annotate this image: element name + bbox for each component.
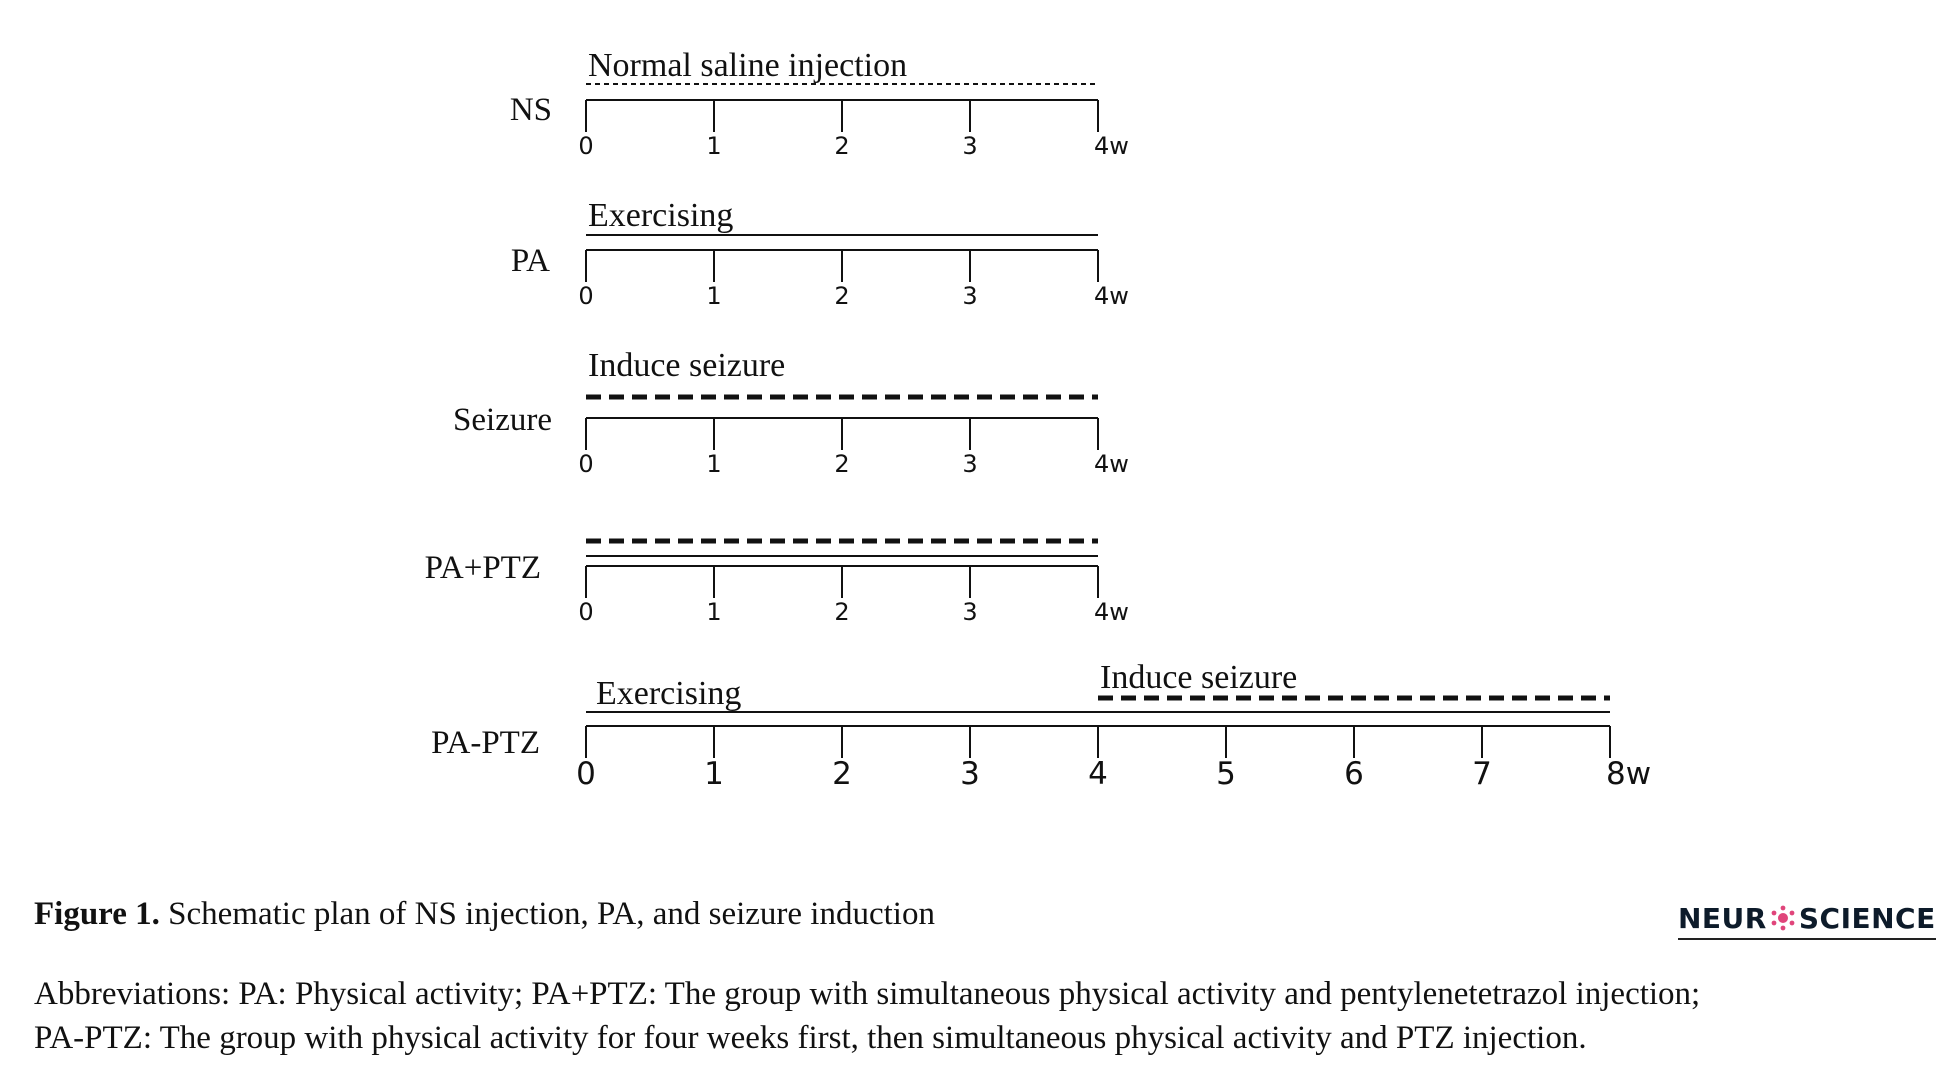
week-tick-label: 2 <box>834 282 849 310</box>
figure-label: Figure 1. <box>34 896 160 932</box>
week-tick-label: 0 <box>578 598 593 626</box>
neuron-icon <box>1771 905 1795 931</box>
journal-logo: NEUR SCIENCE <box>1678 898 1936 940</box>
week-tick-label: 3 <box>962 282 977 310</box>
week-tick-label: 1 <box>706 282 721 310</box>
week-tick-label: 2 <box>832 756 852 792</box>
week-tick-label: 0 <box>578 132 593 160</box>
week-tick-label: 2 <box>834 450 849 478</box>
schedule-diagram: NS 0 1 2 3 4w Normal saline injection PA 0 1 2 3 4w E… <box>425 47 1652 792</box>
week-tick-label: 3 <box>962 450 977 478</box>
activity-label: Exercising <box>588 197 733 234</box>
figure-caption-text: Schematic plan of NS injection, PA, and … <box>159 896 935 932</box>
week-tick-label: 4w <box>1094 598 1129 626</box>
week-tick-label: 3 <box>960 756 980 792</box>
activity-label: Induce seizure <box>588 347 785 384</box>
activity-label: Exercising <box>596 675 741 712</box>
week-tick-label: 8w <box>1606 756 1651 792</box>
group-label: PA <box>511 243 550 279</box>
group-label: Seizure <box>453 402 552 438</box>
week-tick-label: 6 <box>1344 756 1364 792</box>
group-label: PA-PTZ <box>431 725 540 761</box>
week-tick-label: 5 <box>1216 756 1236 792</box>
week-tick-label: 7 <box>1472 756 1492 792</box>
activity-label: Normal saline injection <box>588 47 907 84</box>
week-tick-label: 1 <box>706 598 721 626</box>
logo-text-left: NEUR <box>1678 901 1767 935</box>
abbreviations-line-2: PA-PTZ: The group with physical activity… <box>34 1020 1587 1056</box>
week-tick-label: 1 <box>706 450 721 478</box>
abbreviations-line-1: Abbreviations: PA: Physical activity; PA… <box>34 976 1701 1012</box>
figure-caption: Figure 1. Schematic plan of NS injection… <box>34 896 935 933</box>
week-tick-label: 0 <box>578 282 593 310</box>
logo-text-right: SCIENCE <box>1798 901 1936 935</box>
week-tick-label: 4w <box>1094 132 1129 160</box>
week-tick-label: 0 <box>576 756 596 792</box>
week-tick-label: 4 <box>1088 756 1108 792</box>
week-tick-label: 1 <box>706 132 721 160</box>
week-tick-label: 4w <box>1094 450 1129 478</box>
week-tick-label: 2 <box>834 132 849 160</box>
week-tick-label: 4w <box>1094 282 1129 310</box>
week-tick-label: 2 <box>834 598 849 626</box>
group-label: NS <box>510 92 552 128</box>
week-tick-label: 3 <box>962 132 977 160</box>
week-tick-label: 1 <box>704 756 724 792</box>
week-tick-label: 3 <box>962 598 977 626</box>
abbreviations: Abbreviations: PA: Physical activity; PA… <box>34 972 1934 1060</box>
activity-label: Induce seizure <box>1100 659 1297 696</box>
week-tick-label: 0 <box>578 450 593 478</box>
group-label: PA+PTZ <box>425 550 541 586</box>
